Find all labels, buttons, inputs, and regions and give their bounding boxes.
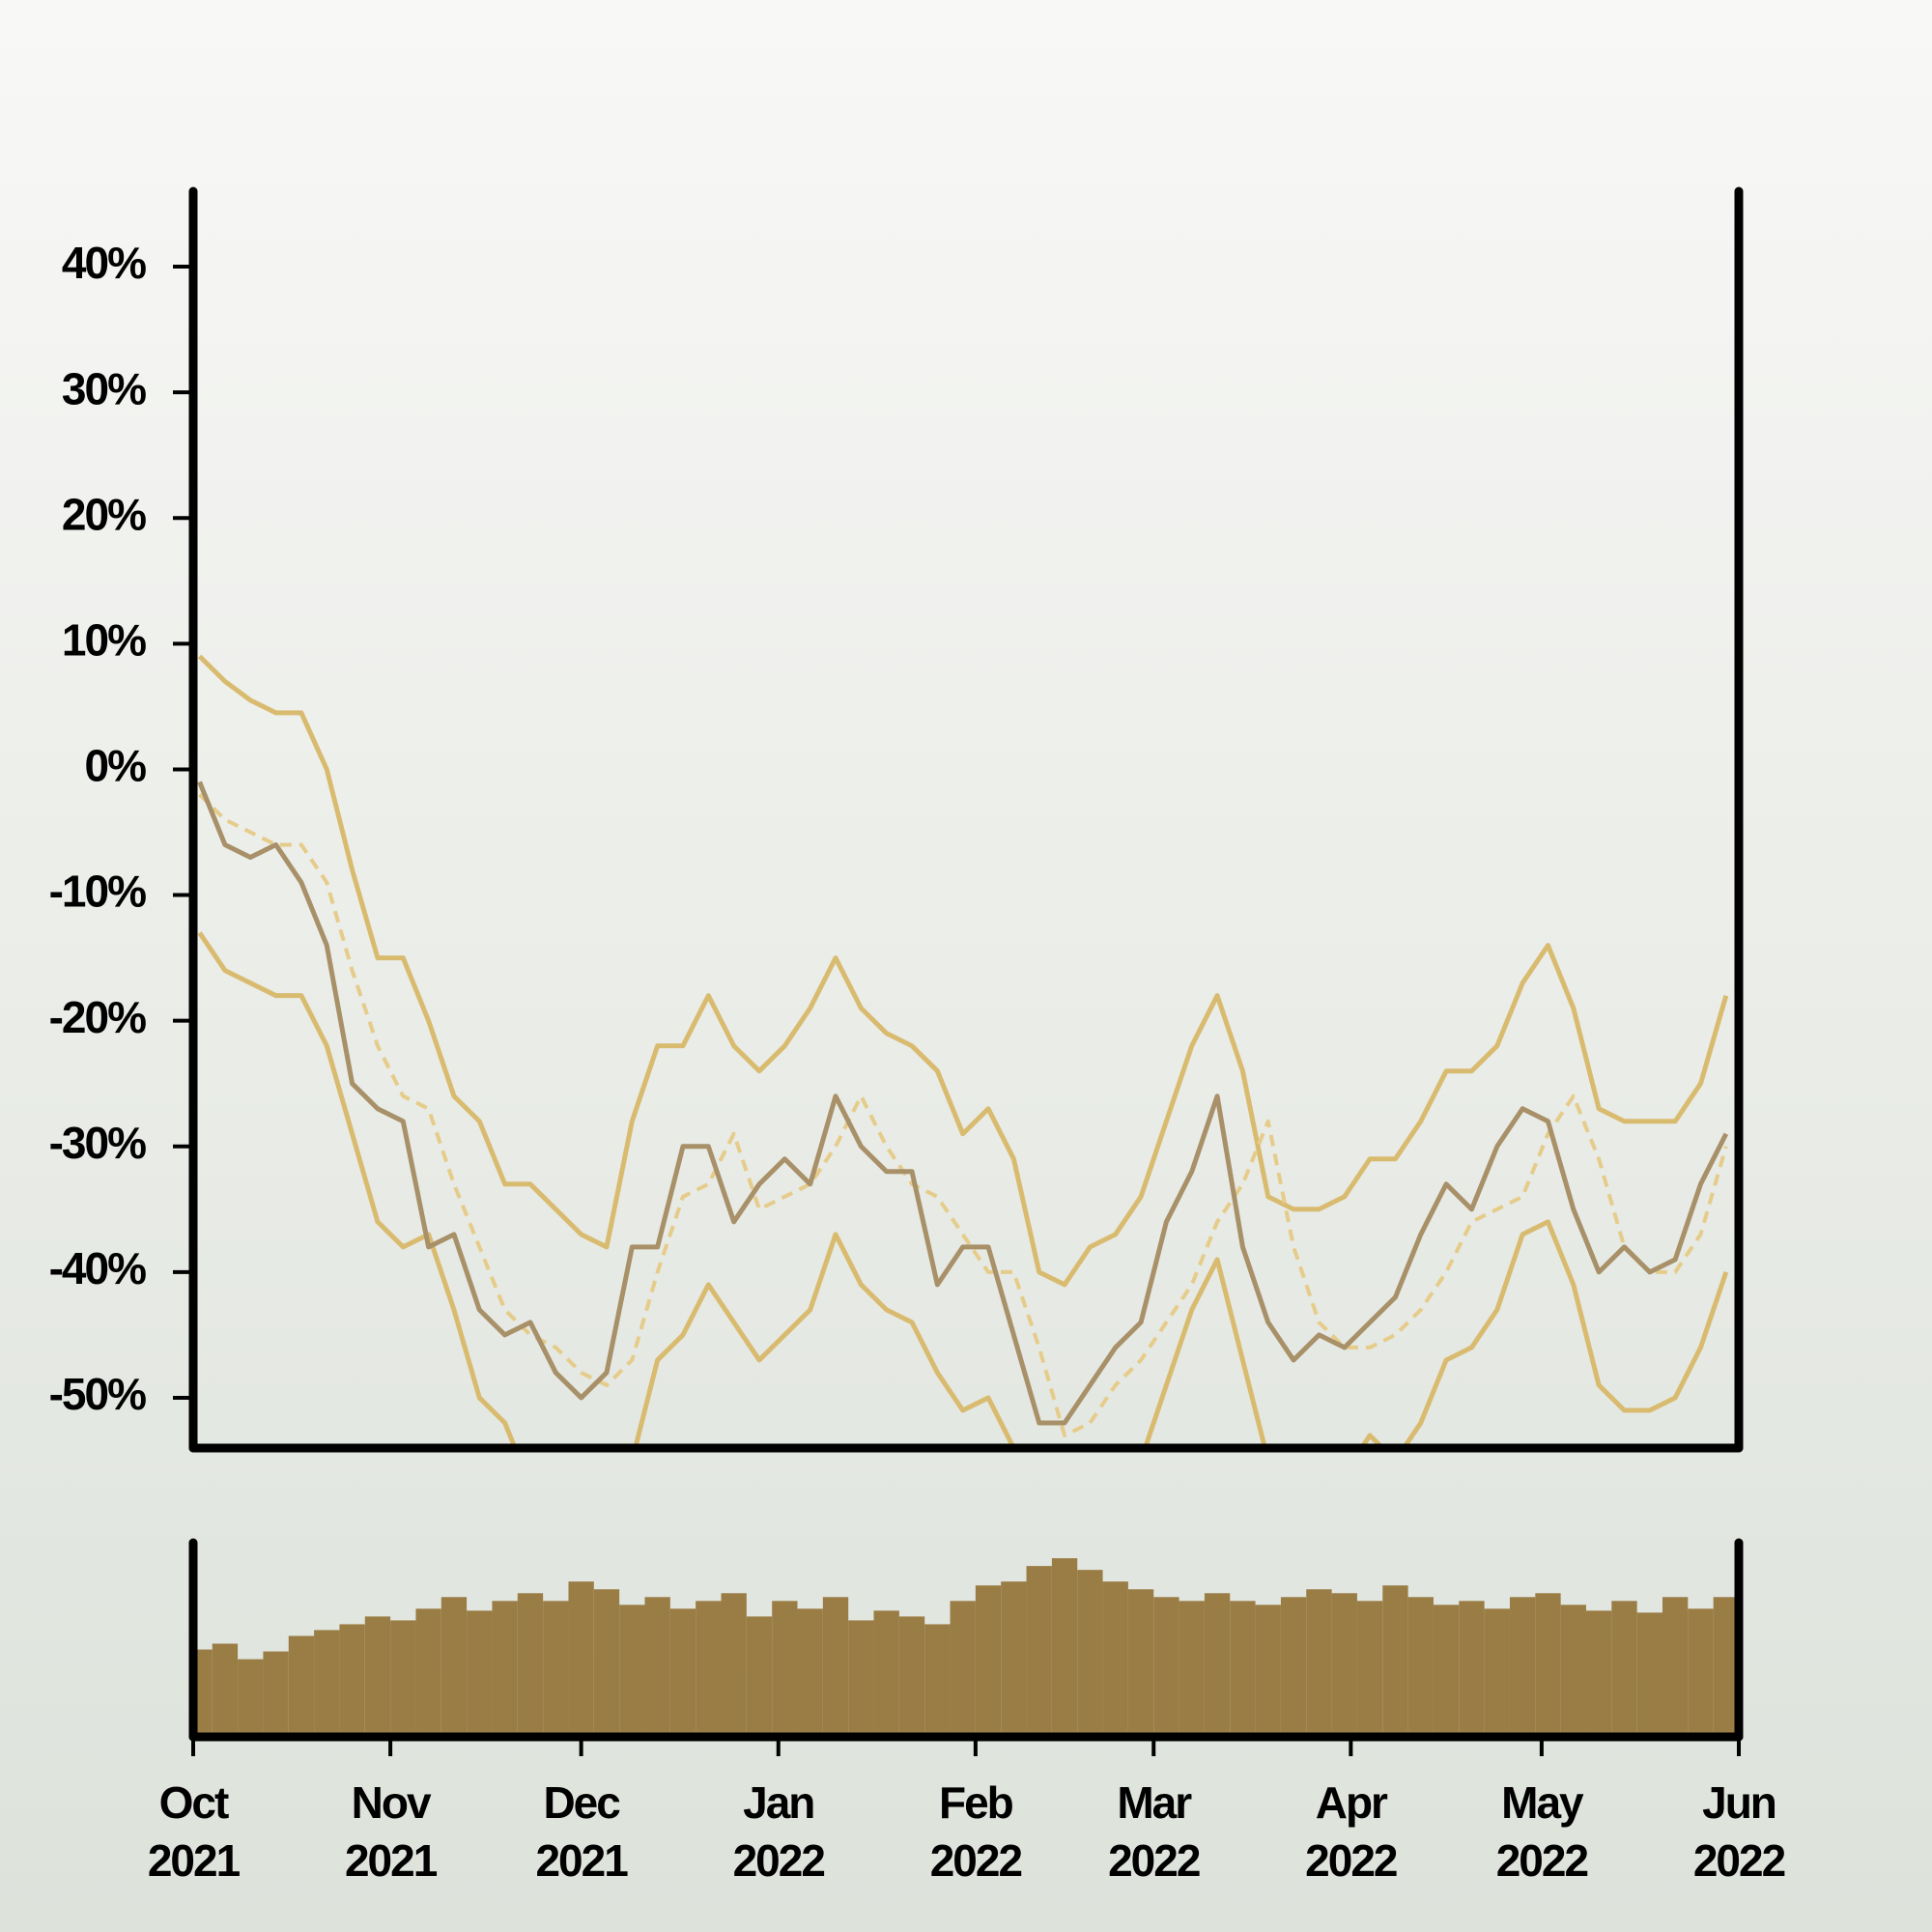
y-tick-label: -10% (49, 867, 146, 917)
x-tick-label: Apr 2022 (1305, 1777, 1398, 1886)
volume-bar (669, 1608, 696, 1737)
y-tick-label: -50% (49, 1369, 146, 1419)
volume-bar (212, 1643, 239, 1737)
volume-bar (543, 1601, 569, 1737)
volume-bar (696, 1601, 722, 1737)
volume-bar (1688, 1608, 1714, 1737)
x-tick-label: Oct 2021 (147, 1777, 241, 1886)
volume-bar (1382, 1585, 1408, 1737)
volume-bar (898, 1616, 925, 1737)
volume-bar (1331, 1593, 1357, 1737)
volume-bar (644, 1597, 670, 1737)
plot-area (197, 654, 1729, 1448)
volume-bar (1077, 1570, 1103, 1737)
volume-bar (193, 1649, 213, 1737)
volume-bar (314, 1630, 340, 1737)
volume-bar (517, 1593, 544, 1737)
volume-bar (1611, 1601, 1637, 1737)
volume-bar (924, 1624, 951, 1737)
x-tick-label: Jan 2022 (732, 1777, 826, 1886)
volume-bar (263, 1651, 289, 1737)
volume-bar (950, 1601, 976, 1737)
volume-bar (1306, 1589, 1332, 1737)
series-line (197, 931, 1729, 1448)
volume-bar (822, 1597, 849, 1737)
volume-bar (1102, 1581, 1128, 1737)
volume-bar (1255, 1605, 1281, 1737)
volume-bar (1001, 1581, 1027, 1737)
volume-bar (339, 1624, 365, 1737)
volume-bar (1280, 1597, 1307, 1737)
y-tick-label: 30% (62, 363, 146, 413)
volume-bar (492, 1601, 518, 1737)
y-tick-label: -30% (49, 1118, 146, 1168)
x-tick-label: Mar 2022 (1108, 1777, 1201, 1886)
volume-bar (1407, 1597, 1434, 1737)
volume-bar (1179, 1601, 1205, 1737)
volume-bar (1153, 1597, 1179, 1737)
volume-bar (619, 1605, 645, 1737)
series-line (198, 793, 1728, 1437)
volume-bar (1127, 1589, 1154, 1737)
y-tick-label: -40% (49, 1243, 146, 1293)
volume-bar (568, 1581, 594, 1737)
volume-bar (1051, 1558, 1078, 1737)
volume-bar (1026, 1566, 1052, 1737)
volume-bar (364, 1616, 391, 1737)
x-tick-label: Feb 2022 (929, 1777, 1023, 1886)
x-tick-label: Nov 2021 (344, 1777, 438, 1886)
volume-bar (746, 1616, 773, 1737)
volume-bar (390, 1620, 416, 1737)
volume-bar (1356, 1601, 1383, 1737)
volume-bar (1484, 1608, 1510, 1737)
volume-bar (1459, 1601, 1485, 1737)
volume-bar (1535, 1593, 1561, 1737)
volume-bar (1433, 1605, 1460, 1737)
volume-bar (721, 1593, 747, 1737)
x-tick-label: Dec 2021 (535, 1777, 628, 1886)
volume-bar (593, 1589, 620, 1737)
volume-bar (1636, 1612, 1662, 1737)
y-tick-label: 0% (85, 741, 147, 791)
series-line (197, 781, 1729, 1426)
series-line (197, 654, 1729, 1288)
volume-bar (975, 1585, 1002, 1737)
y-tick-label: -20% (49, 992, 146, 1042)
volume-bar (238, 1659, 264, 1737)
volume-bar (288, 1635, 315, 1737)
volume-bar (797, 1608, 823, 1737)
volume-bar (848, 1620, 874, 1737)
volume-bar (1204, 1593, 1231, 1737)
volume-bar (440, 1597, 468, 1737)
volume-bar (1509, 1597, 1536, 1737)
y-tick-label: 20% (62, 489, 146, 539)
volume-bar (1560, 1605, 1586, 1737)
volume-bar (1230, 1601, 1256, 1737)
volume-bar (467, 1610, 493, 1737)
x-tick-label: May 2022 (1495, 1777, 1589, 1886)
volume-bar (772, 1601, 798, 1737)
y-tick-label: 40% (62, 238, 146, 288)
volume-bar (1662, 1597, 1689, 1737)
volume-bar (873, 1610, 899, 1737)
volume-bar (415, 1608, 441, 1737)
volume-bar (1585, 1610, 1612, 1737)
x-tick-label: Jun 2022 (1692, 1777, 1786, 1886)
y-tick-label: 10% (62, 615, 146, 666)
